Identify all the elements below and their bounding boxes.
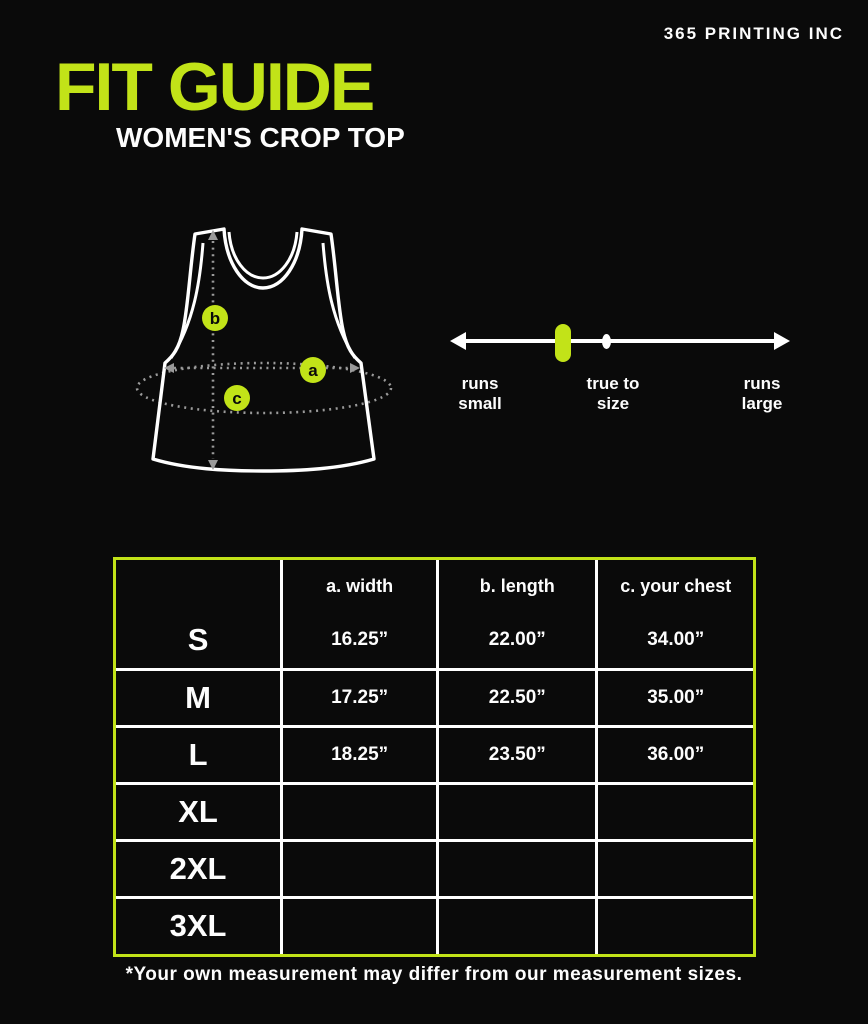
header-size [116, 560, 282, 612]
table-row: M 17.25” 22.50” 35.00” [116, 667, 753, 726]
size-label: S [187, 621, 209, 657]
size-label: M [116, 667, 282, 726]
header-width: a. width [280, 560, 438, 612]
page-subtitle: WOMEN'S CROP TOP [116, 122, 405, 153]
width-value [280, 781, 438, 840]
marker-b-label: b [210, 309, 220, 328]
table-row: 3XL [116, 895, 753, 954]
length-arrow-up-icon [208, 230, 218, 240]
marker-c-badge [224, 385, 250, 411]
size-label: L [116, 724, 282, 783]
size-table: a. width b. length c. your chest S 16.25… [113, 557, 756, 957]
chest-value [595, 895, 753, 954]
measurement-disclaimer: *Your own measurement may differ from ou… [125, 964, 743, 985]
marker-b-badge [202, 305, 228, 331]
header-chest: c. your chest [595, 560, 753, 612]
width-value [280, 838, 438, 897]
marker-c-label: c [232, 389, 241, 408]
marker-a-label: a [308, 361, 318, 380]
scale-arrow-right-icon [774, 332, 790, 350]
chest-value: 36.00” [595, 724, 753, 783]
table-row: 2XL [116, 838, 753, 897]
width-arrow-left-icon [164, 363, 174, 373]
length-value: 22.50” [436, 667, 597, 726]
crop-top-diagram: b a c [135, 227, 393, 473]
collar-inner-line [227, 231, 299, 280]
width-value: 18.25” [280, 724, 438, 783]
right-armhole-seam [321, 242, 357, 359]
fit-scale: runs small true to size runs large [450, 322, 790, 422]
width-value [280, 895, 438, 954]
chest-measure-ellipse [135, 361, 393, 415]
size-label: 2XL [116, 838, 282, 897]
scale-line [460, 339, 778, 343]
length-value [436, 838, 597, 897]
runs-large-label: runs large [741, 374, 783, 413]
length-value [436, 895, 597, 954]
left-armhole-seam [169, 242, 205, 359]
fit-indicator [555, 324, 571, 362]
chest-value: 34.00” [595, 612, 753, 669]
scale-arrow-left-icon [450, 332, 466, 350]
brand-name: 365 PRINTING INC [663, 24, 844, 43]
runs-small-label: runs small [458, 374, 502, 413]
chest-value [595, 781, 753, 840]
marker-a-badge [300, 357, 326, 383]
chest-value [595, 838, 753, 897]
true-to-size-dot [602, 334, 611, 349]
size-label: 3XL [116, 895, 282, 954]
table-row: S 16.25” 22.00” 34.00” [116, 612, 753, 669]
width-value: 16.25” [280, 612, 438, 669]
length-arrow-down-icon [208, 460, 218, 470]
width-arrow-right-icon [350, 363, 360, 373]
table-row: XL [116, 781, 753, 840]
size-label: XL [116, 781, 282, 840]
table-header-row: a. width b. length c. your chest [116, 560, 753, 612]
length-value [436, 781, 597, 840]
length-value: 22.00” [436, 612, 597, 669]
chest-value: 35.00” [595, 667, 753, 726]
tank-top-outline [151, 227, 376, 473]
true-to-size-label: true to size [586, 374, 640, 413]
page-title: FIT GUIDE [55, 49, 375, 125]
width-value: 17.25” [280, 667, 438, 726]
header-length: b. length [436, 560, 597, 612]
length-value: 23.50” [436, 724, 597, 783]
table-row: L 18.25” 23.50” 36.00” [116, 724, 753, 783]
